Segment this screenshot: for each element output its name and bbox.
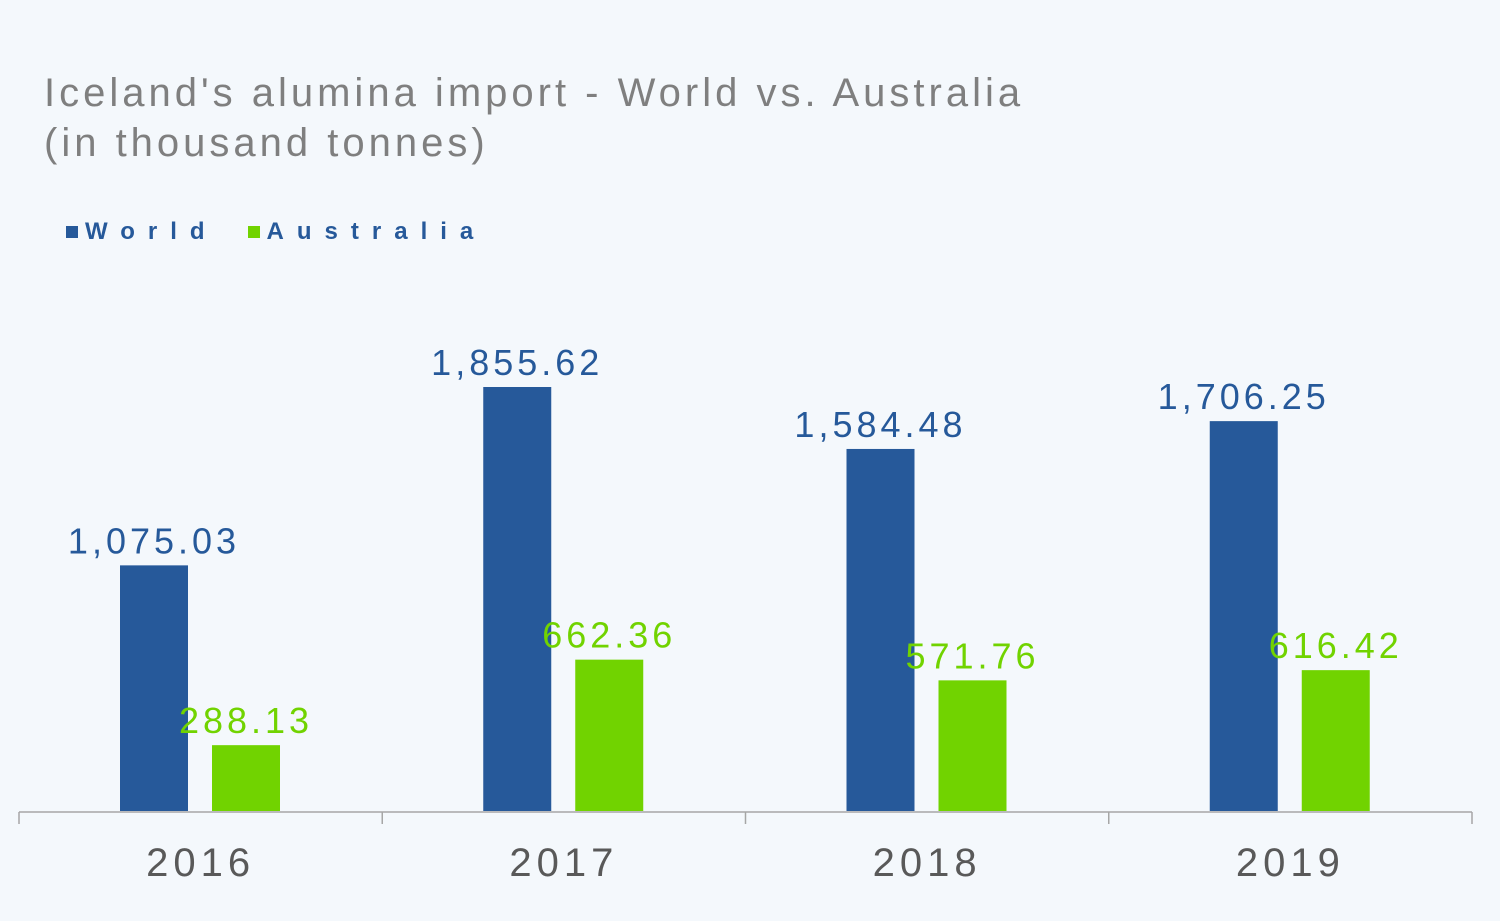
legend-swatch-world <box>66 226 78 238</box>
bar-australia-2019 <box>1301 670 1370 811</box>
data-label-australia-2017: 662.36 <box>542 615 676 656</box>
legend-item-world: World <box>66 218 218 246</box>
legend-swatch-australia <box>247 226 260 238</box>
chart-title: Iceland's alumina import - World vs. Aus… <box>44 68 1024 168</box>
data-label-world-2017: 1,855.62 <box>431 342 603 383</box>
bar-world-2017 <box>483 387 552 811</box>
x-tick-label-2017: 2017 <box>509 841 618 885</box>
data-label-australia-2018: 571.76 <box>905 635 1039 676</box>
legend-item-australia: Australia <box>247 218 487 246</box>
data-label-australia-2016: 288.13 <box>179 700 313 741</box>
bar-world-2019 <box>1209 421 1278 811</box>
chart-subtitle: (in thousand tonnes) <box>44 121 489 165</box>
legend-label-world: World <box>85 218 218 245</box>
data-label-world-2019: 1,706.25 <box>1158 376 1330 417</box>
chart-legend: World Australia <box>66 218 516 246</box>
x-tick-label-2016: 2016 <box>146 841 255 885</box>
legend-label-australia: Australia <box>266 218 487 245</box>
bar-australia-2018 <box>938 680 1007 811</box>
data-label-world-2018: 1,584.48 <box>794 404 966 445</box>
bar-world-2016 <box>120 565 188 811</box>
x-tick-label-2019: 2019 <box>1236 841 1345 885</box>
chart-title-main: Iceland's alumina import - World vs. Aus… <box>44 71 1025 115</box>
data-label-australia-2019: 616.42 <box>1269 625 1403 666</box>
bar-australia-2017 <box>575 659 644 811</box>
bar-australia-2016 <box>212 745 280 811</box>
x-tick-label-2018: 2018 <box>873 841 982 885</box>
data-label-world-2016: 1,075.03 <box>68 520 240 561</box>
bar-world-2018 <box>846 448 915 811</box>
